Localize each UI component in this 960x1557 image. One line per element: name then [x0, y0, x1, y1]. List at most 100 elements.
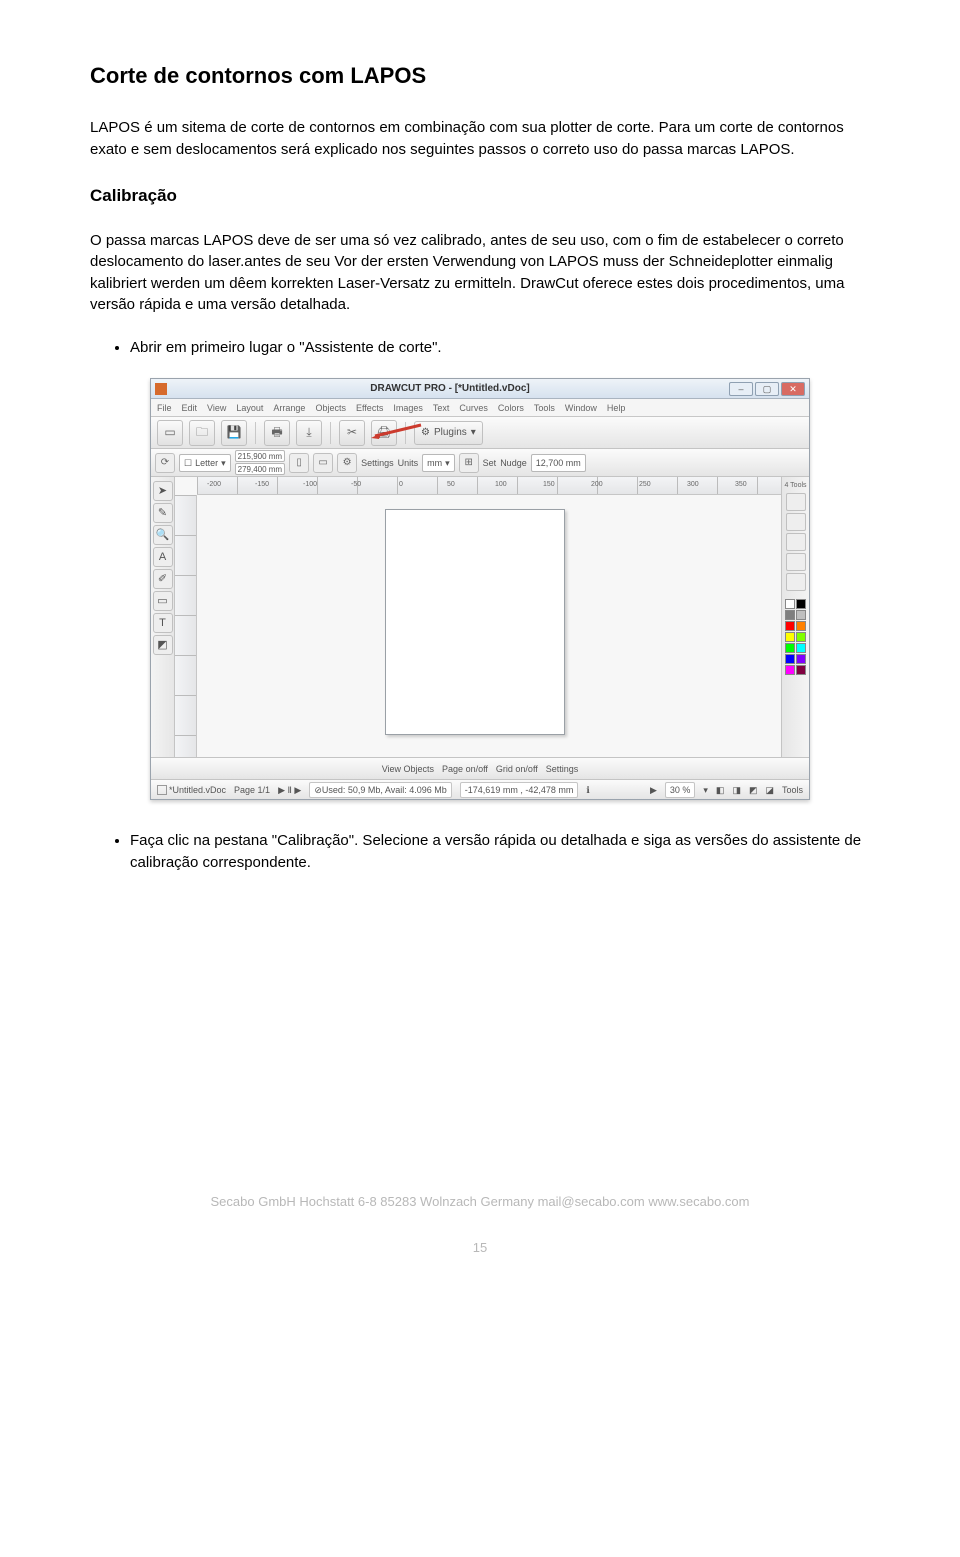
height-field[interactable]: 279,400 mm	[235, 463, 285, 475]
minimize-button[interactable]: –	[729, 382, 753, 396]
view-objects-link[interactable]: View Objects	[382, 763, 434, 776]
menu-curves[interactable]: Curves	[459, 402, 488, 415]
menu-colors[interactable]: Colors	[498, 402, 524, 415]
text-tool-icon[interactable]: A	[153, 547, 173, 567]
ruler-tick: 200	[591, 480, 603, 490]
bullet-open-assistant: Abrir em primeiro lugar o "Assistente de…	[130, 337, 870, 358]
right-toolbox: 4 Tools	[781, 477, 809, 757]
color-swatch[interactable]	[796, 654, 806, 664]
status-sw-1[interactable]: ◧	[716, 784, 725, 797]
panel-icon-5[interactable]	[786, 573, 806, 591]
rect-tool-icon[interactable]: ▭	[153, 591, 173, 611]
workspace: ➤ ✎ 🔍 A ✐ ▭ T ◩ -200-150-100-50050100150…	[151, 477, 809, 757]
menu-window[interactable]: Window	[565, 402, 597, 415]
plotter-icon[interactable]: 🖨	[371, 420, 397, 446]
menu-layout[interactable]: Layout	[236, 402, 263, 415]
zoom-field[interactable]: 30 %	[665, 782, 696, 798]
cut-assistant-icon[interactable]: ✂	[339, 420, 365, 446]
grid-onoff-link[interactable]: Grid on/off	[496, 763, 538, 776]
ruler-tick: 350	[735, 480, 747, 490]
app-icon	[155, 383, 167, 395]
misc-tool-icon[interactable]: ◩	[153, 635, 173, 655]
color-swatch[interactable]	[796, 643, 806, 653]
menu-objects[interactable]: Objects	[315, 402, 346, 415]
intro-paragraph: LAPOS é um sitema de corte de contornos …	[90, 117, 870, 160]
sub-heading: Calibração	[90, 184, 870, 208]
text-path-tool-icon[interactable]: T	[153, 613, 173, 633]
open-icon[interactable]: 🗀	[189, 420, 215, 446]
ruler-tick: 50	[447, 480, 455, 490]
menu-help[interactable]: Help	[607, 402, 626, 415]
plugins-dropdown[interactable]: ⚙ Plugins ▾	[414, 421, 483, 445]
info-icon[interactable]: ℹ	[586, 784, 589, 797]
color-swatch[interactable]	[785, 599, 795, 609]
color-swatch[interactable]	[796, 610, 806, 620]
landscape-icon[interactable]: ▭	[313, 453, 333, 473]
canvas-area[interactable]: -200-150-100-50050100150200250300350	[175, 477, 781, 757]
color-swatch[interactable]	[785, 665, 795, 675]
node-tool-icon[interactable]: ✎	[153, 503, 173, 523]
nudge-label: Nudge	[500, 457, 527, 470]
menu-images[interactable]: Images	[393, 402, 423, 415]
ruler-tick: -200	[207, 480, 221, 490]
units-dropdown[interactable]: mm▾	[422, 454, 455, 472]
doc-tab[interactable]: *Untitled.vDoc	[157, 784, 226, 797]
maximize-button[interactable]: ▢	[755, 382, 779, 396]
close-button[interactable]: ✕	[781, 382, 805, 396]
coords-readout: -174,619 mm , -42,478 mm	[460, 782, 579, 798]
set-label: Set	[483, 457, 497, 470]
settings-icon[interactable]: ⚙	[337, 453, 357, 473]
color-swatch[interactable]	[785, 621, 795, 631]
width-field[interactable]: 215,900 mm	[235, 450, 285, 462]
color-swatch[interactable]	[785, 643, 795, 653]
right-tools-label: 4 Tools	[784, 481, 806, 491]
orientation-icon[interactable]: ⟳	[155, 453, 175, 473]
tools-label: Tools	[782, 784, 803, 797]
color-swatch[interactable]	[785, 632, 795, 642]
color-swatch[interactable]	[785, 610, 795, 620]
panel-icon-1[interactable]	[786, 493, 806, 511]
save-icon[interactable]: 💾	[221, 420, 247, 446]
color-swatch[interactable]	[796, 632, 806, 642]
menu-file[interactable]: File	[157, 402, 172, 415]
left-toolbox: ➤ ✎ 🔍 A ✐ ▭ T ◩	[151, 477, 175, 757]
nudge-field[interactable]: 12,700 mm	[531, 454, 586, 472]
ruler-tick: -100	[303, 480, 317, 490]
set-icon[interactable]: ⊞	[459, 453, 479, 473]
panel-icon-3[interactable]	[786, 533, 806, 551]
status-sw-3[interactable]: ◩	[749, 784, 758, 797]
portrait-icon[interactable]: ▯	[289, 453, 309, 473]
settings-link[interactable]: Settings	[546, 763, 579, 776]
brush-tool-icon[interactable]: ✐	[153, 569, 173, 589]
print-icon[interactable]: 🖶	[264, 420, 290, 446]
color-swatches	[785, 599, 806, 675]
pointer-tool-icon[interactable]: ➤	[153, 481, 173, 501]
menu-text[interactable]: Text	[433, 402, 450, 415]
page-number: 15	[90, 1239, 870, 1257]
toolbar-main: ▭ 🗀 💾 🖶 ⤓ ✂ 🖨 ⚙ Plugins ▾	[151, 417, 809, 449]
panel-icon-2[interactable]	[786, 513, 806, 531]
toolbar-properties: ⟳ ☐Letter▾ 215,900 mm 279,400 mm ▯ ▭ ⚙ S…	[151, 449, 809, 477]
color-swatch[interactable]	[796, 665, 806, 675]
color-swatch[interactable]	[785, 654, 795, 664]
color-swatch[interactable]	[796, 621, 806, 631]
zoom-tool-icon[interactable]: 🔍	[153, 525, 173, 545]
bullet-click-calibration: Faça clic na pestana "Calibração". Selec…	[130, 830, 870, 873]
paper-size-dropdown[interactable]: ☐Letter▾	[179, 454, 231, 472]
menu-effects[interactable]: Effects	[356, 402, 383, 415]
status-bar: *Untitled.vDoc Page 1/1 ▶ Ⅱ ▶ ⊘ Used: 50…	[151, 779, 809, 799]
menu-arrange[interactable]: Arrange	[273, 402, 305, 415]
menu-tools[interactable]: Tools	[534, 402, 555, 415]
color-swatch[interactable]	[796, 599, 806, 609]
units-label: Units	[398, 457, 419, 470]
status-sw-4[interactable]: ◪	[765, 784, 774, 797]
new-icon[interactable]: ▭	[157, 420, 183, 446]
menu-edit[interactable]: Edit	[182, 402, 198, 415]
panel-icon-4[interactable]	[786, 553, 806, 571]
menu-view[interactable]: View	[207, 402, 226, 415]
page-onoff-link[interactable]: Page on/off	[442, 763, 488, 776]
calibration-paragraph: O passa marcas LAPOS deve de ser uma só …	[90, 230, 870, 315]
import-icon[interactable]: ⤓	[296, 420, 322, 446]
chevron-down-icon: ▾	[471, 426, 476, 440]
status-sw-2[interactable]: ◨	[732, 784, 741, 797]
